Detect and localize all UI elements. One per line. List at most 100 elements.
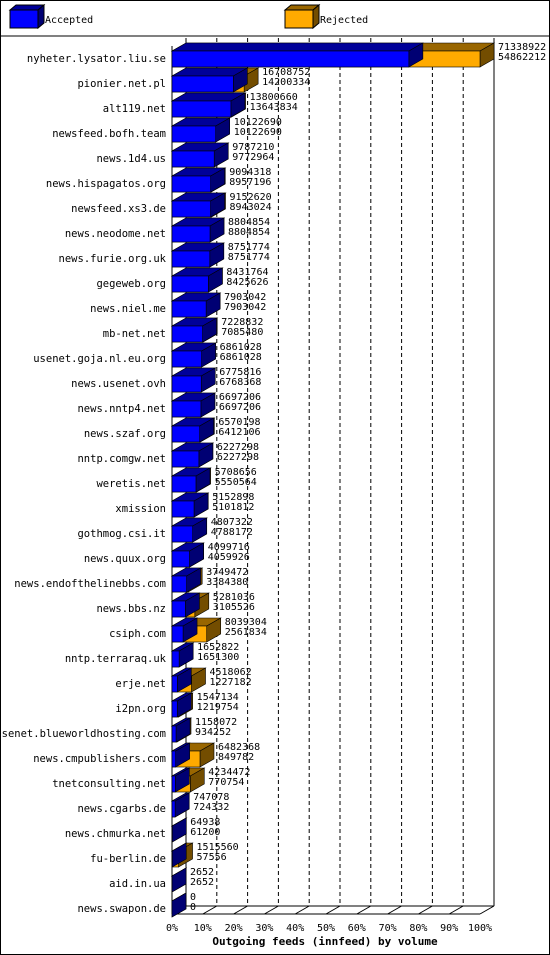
value-label: 10122690 (234, 127, 282, 138)
value-label: 8804854 (228, 217, 270, 228)
bar-side (171, 892, 187, 918)
value-label: 16708752 (262, 67, 310, 78)
y-tick-label: usenet.blueworldhosting.com (0, 728, 166, 740)
value-label: 5708656 (215, 467, 257, 478)
value-label: 8957196 (229, 177, 271, 188)
y-tick-label: news.endofthelinebbs.com (14, 578, 166, 590)
bar-front (171, 50, 410, 68)
chart-title: Outgoing feeds (innfeed) by volume (212, 935, 438, 948)
bar (171, 892, 187, 918)
bar-front (171, 375, 202, 393)
bar (170, 842, 188, 868)
value-label: 7903042 (224, 292, 266, 303)
y-tick-label: aid.in.ua (109, 878, 166, 890)
bar-front (171, 675, 178, 693)
bar (170, 92, 247, 118)
value-label: 9152620 (230, 192, 272, 203)
value-label: 8804854 (228, 227, 270, 238)
value-label: 13800660 (250, 92, 298, 103)
tick-mark (325, 905, 341, 915)
value-label: 4518062 (210, 667, 252, 678)
legend-label: Accepted (45, 15, 93, 26)
bar-front (171, 400, 202, 418)
bar (170, 317, 218, 343)
bar (170, 742, 191, 768)
y-tick-label: news.1d4.us (96, 153, 166, 165)
value-label: 6227298 (217, 452, 259, 463)
value-label: 8039304 (225, 617, 267, 628)
bar (170, 792, 191, 818)
bar (170, 492, 210, 518)
bar-front (171, 800, 176, 818)
y-tick-label: pionier.net.pl (77, 78, 166, 90)
value-label: 5550564 (215, 477, 257, 488)
x-tick-label: 30% (255, 923, 273, 934)
y-tick-label: news.nntp4.net (77, 403, 166, 415)
bar (170, 817, 188, 843)
value-label: 14200334 (262, 77, 310, 88)
value-label: 8425626 (226, 277, 268, 288)
bar-front (171, 200, 211, 218)
value-label: 9772964 (232, 152, 274, 163)
bar (170, 567, 202, 593)
value-label: 8751774 (228, 252, 270, 263)
value-label: 6768368 (219, 377, 261, 388)
bar-front (171, 700, 178, 718)
x-tick-label: 80% (409, 923, 427, 934)
y-tick-label: mb-net.net (103, 328, 166, 340)
y-tick-label: newsfeed.xs3.de (71, 203, 166, 215)
value-label: 71338922 (498, 42, 546, 53)
tick-mark (356, 905, 372, 915)
bar (170, 692, 193, 718)
value-label: 1219754 (197, 702, 239, 713)
value-label: 9094318 (229, 167, 271, 178)
legend-swatch (8, 3, 46, 30)
tick-mark (233, 905, 248, 915)
value-label: 4234472 (208, 767, 250, 778)
x-tick-label: 90% (440, 923, 458, 934)
value-label: 8943024 (230, 202, 272, 213)
value-label: 6412106 (218, 427, 260, 438)
value-label: 6775816 (219, 367, 261, 378)
tick-mark (294, 905, 310, 915)
value-label: 1652822 (197, 642, 239, 653)
bar-front (171, 150, 215, 168)
y-tick-label: gothmog.csi.it (77, 528, 166, 540)
bar (170, 417, 215, 443)
bar (170, 617, 199, 643)
value-label: 64938 (190, 817, 220, 828)
value-label: 7903042 (224, 302, 266, 313)
x-tick-label: 100% (468, 923, 492, 934)
value-label: 57556 (197, 852, 227, 863)
value-label: 1158072 (195, 717, 237, 728)
value-label: 5152898 (212, 492, 254, 503)
bar-front (171, 775, 176, 793)
x-tick-label: 70% (379, 923, 397, 934)
y-tick-label: news.cgarbs.de (77, 803, 166, 815)
bar-front (171, 450, 200, 468)
y-tick-label: news.furie.org.uk (59, 253, 167, 265)
value-label: 4059926 (208, 552, 250, 563)
value-label: 1227182 (210, 677, 252, 688)
bar-front (171, 525, 193, 543)
value-label: 6482368 (218, 742, 260, 753)
bar (170, 367, 217, 393)
y-tick-label: nyheter.lysator.liu.se (27, 53, 166, 65)
value-label: 4099716 (208, 542, 250, 553)
value-label: 2561834 (225, 627, 267, 638)
value-label: 4788172 (211, 527, 253, 538)
value-label: 13643834 (250, 102, 298, 113)
bar-front (171, 350, 202, 368)
y-tick-label: weretis.net (96, 478, 166, 490)
value-label: 7085480 (221, 327, 263, 338)
tick-mark (418, 905, 433, 915)
bar-front (171, 625, 184, 643)
value-label: 9787210 (232, 142, 274, 153)
y-tick-label: news.chmurka.net (65, 828, 166, 840)
bar-front (171, 725, 177, 743)
bar-top (170, 42, 424, 52)
bar (170, 542, 205, 568)
y-tick-label: fu-berlin.de (90, 853, 166, 865)
